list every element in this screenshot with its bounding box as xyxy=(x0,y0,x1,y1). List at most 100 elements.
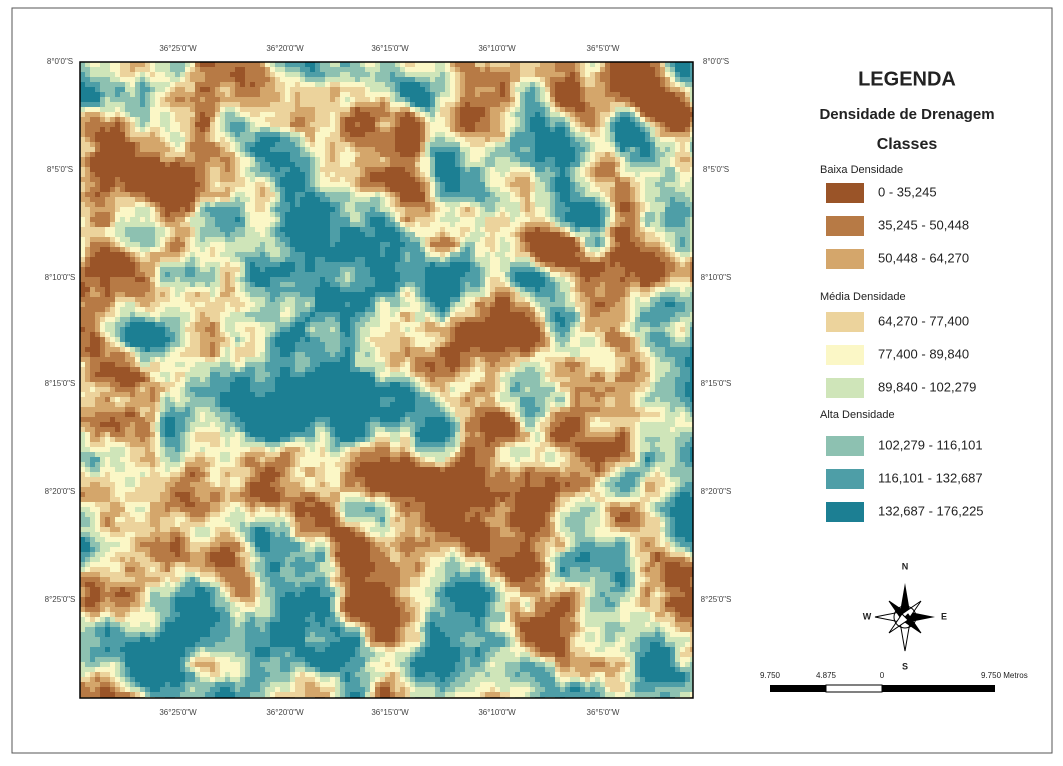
raster-cell xyxy=(330,422,366,428)
raster-cell xyxy=(125,347,131,353)
raster-cell xyxy=(80,407,126,413)
raster-cell xyxy=(230,272,236,278)
raster-cell xyxy=(325,137,341,143)
raster-cell xyxy=(110,217,116,223)
raster-cell xyxy=(125,187,196,193)
raster-cell xyxy=(120,347,126,353)
raster-cell xyxy=(390,452,401,458)
raster-cell xyxy=(615,142,621,148)
raster-cell xyxy=(160,302,191,308)
raster-cell xyxy=(680,287,686,293)
raster-cell xyxy=(85,242,91,248)
raster-cell xyxy=(655,212,661,218)
raster-cell xyxy=(590,357,616,363)
raster-cell xyxy=(450,112,456,118)
raster-cell xyxy=(320,62,331,68)
raster-cell xyxy=(380,417,401,423)
raster-cell xyxy=(605,392,631,398)
raster-cell xyxy=(110,462,126,468)
raster-cell xyxy=(220,182,246,188)
raster-cell xyxy=(670,257,676,263)
raster-cell xyxy=(525,97,536,103)
raster-cell xyxy=(400,117,416,123)
raster-cell xyxy=(190,237,196,243)
raster-cell xyxy=(110,497,121,503)
raster-cell xyxy=(295,312,301,318)
raster-cell xyxy=(310,162,316,168)
raster-cell xyxy=(475,87,496,93)
raster-cell xyxy=(435,172,461,178)
raster-cell xyxy=(690,222,694,228)
raster-cell xyxy=(85,192,96,198)
raster-cell xyxy=(405,72,441,78)
raster-cell xyxy=(570,117,576,123)
raster-cell xyxy=(210,317,221,323)
raster-cell xyxy=(80,472,86,478)
raster-cell xyxy=(95,147,101,153)
raster-cell xyxy=(220,442,226,448)
raster-cell xyxy=(455,127,466,133)
raster-cell xyxy=(210,367,236,373)
raster-cell xyxy=(120,457,131,463)
raster-cell xyxy=(450,412,456,418)
raster-cell xyxy=(125,432,136,438)
raster-cell xyxy=(255,317,281,323)
raster-cell xyxy=(200,257,231,263)
raster-cell xyxy=(560,422,581,428)
raster-cell xyxy=(525,122,531,128)
raster-cell xyxy=(425,197,431,203)
raster-cell xyxy=(460,292,466,298)
raster-cell xyxy=(195,412,201,418)
raster-cell xyxy=(170,62,186,68)
raster-cell xyxy=(315,292,376,298)
raster-cell xyxy=(570,72,576,78)
raster-cell xyxy=(230,162,236,168)
raster-cell xyxy=(115,332,121,338)
raster-cell xyxy=(165,437,181,443)
raster-cell xyxy=(500,172,506,178)
raster-cell xyxy=(230,497,246,503)
raster-cell xyxy=(80,452,96,458)
raster-cell xyxy=(90,222,96,228)
raster-cell xyxy=(640,277,661,283)
raster-cell xyxy=(215,422,226,428)
raster-cell xyxy=(380,372,391,378)
raster-cell xyxy=(150,437,156,443)
raster-cell xyxy=(515,282,521,288)
raster-cell xyxy=(295,247,381,253)
raster-cell xyxy=(685,412,691,418)
raster-cell xyxy=(635,372,651,378)
raster-cell xyxy=(630,317,636,323)
raster-cell xyxy=(365,337,371,343)
raster-cell xyxy=(435,162,456,168)
raster-cell xyxy=(180,207,186,213)
raster-cell xyxy=(585,242,596,248)
raster-cell xyxy=(505,92,511,98)
raster-cell xyxy=(315,447,321,453)
raster-cell xyxy=(205,187,211,193)
raster-cell xyxy=(670,492,676,498)
raster-cell xyxy=(400,232,406,238)
raster-cell xyxy=(115,317,121,323)
raster-cell xyxy=(545,327,551,333)
raster-cell xyxy=(430,242,456,248)
raster-cell xyxy=(135,462,151,468)
raster-cell xyxy=(150,212,156,218)
raster-cell xyxy=(210,242,226,248)
raster-cell xyxy=(280,127,291,133)
raster-cell xyxy=(215,222,246,228)
raster-cell xyxy=(630,392,636,398)
raster-cell xyxy=(455,452,461,458)
raster-cell xyxy=(625,317,631,323)
raster-cell xyxy=(565,127,571,133)
raster-cell xyxy=(480,267,486,273)
raster-cell xyxy=(640,112,646,118)
raster-cell xyxy=(245,172,256,178)
raster-cell xyxy=(410,377,416,383)
raster-cell xyxy=(595,72,601,78)
raster-cell xyxy=(160,457,171,463)
raster-cell xyxy=(200,202,206,208)
raster-cell xyxy=(285,467,291,473)
raster-cell xyxy=(300,92,331,98)
